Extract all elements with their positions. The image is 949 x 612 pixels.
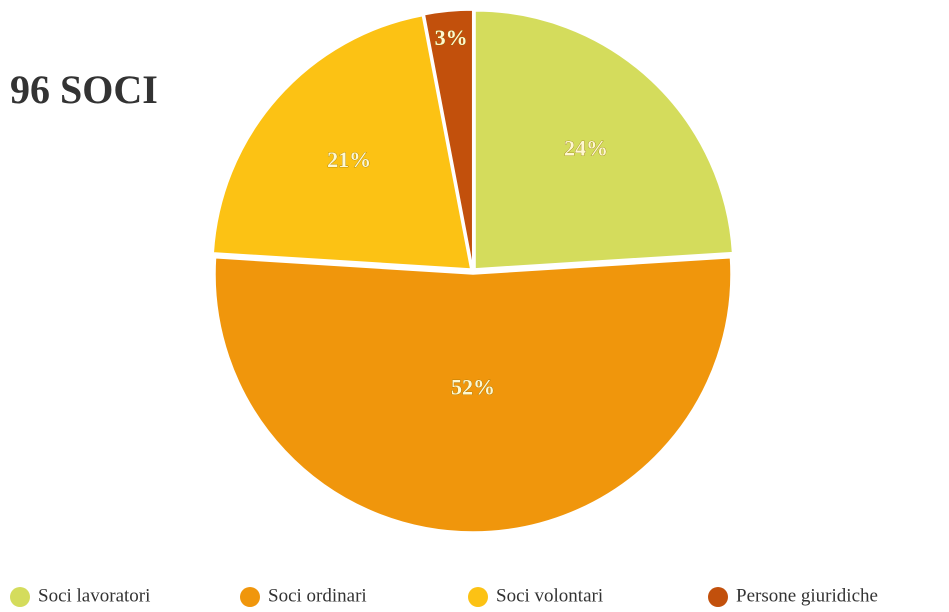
pie-slice — [474, 10, 734, 270]
data-label: 21% — [327, 147, 371, 172]
pie-slice — [423, 9, 474, 269]
data-label: 24% — [564, 136, 608, 161]
data-label: 52% — [451, 375, 495, 400]
legend-label: Soci lavoratori — [38, 585, 150, 606]
legend-marker — [468, 587, 488, 607]
pie-slice — [214, 257, 732, 533]
legend-marker — [708, 587, 728, 607]
legend-marker — [10, 587, 30, 607]
chart-title: 96 SOCI — [10, 67, 158, 112]
legend-label: Soci ordinari — [268, 585, 367, 606]
data-label: 3% — [435, 25, 468, 50]
legend-label: Persone giuridiche — [736, 585, 878, 606]
legend-marker — [240, 587, 260, 607]
legend-label: Soci volontari — [496, 585, 603, 606]
pie-slice — [212, 14, 472, 270]
